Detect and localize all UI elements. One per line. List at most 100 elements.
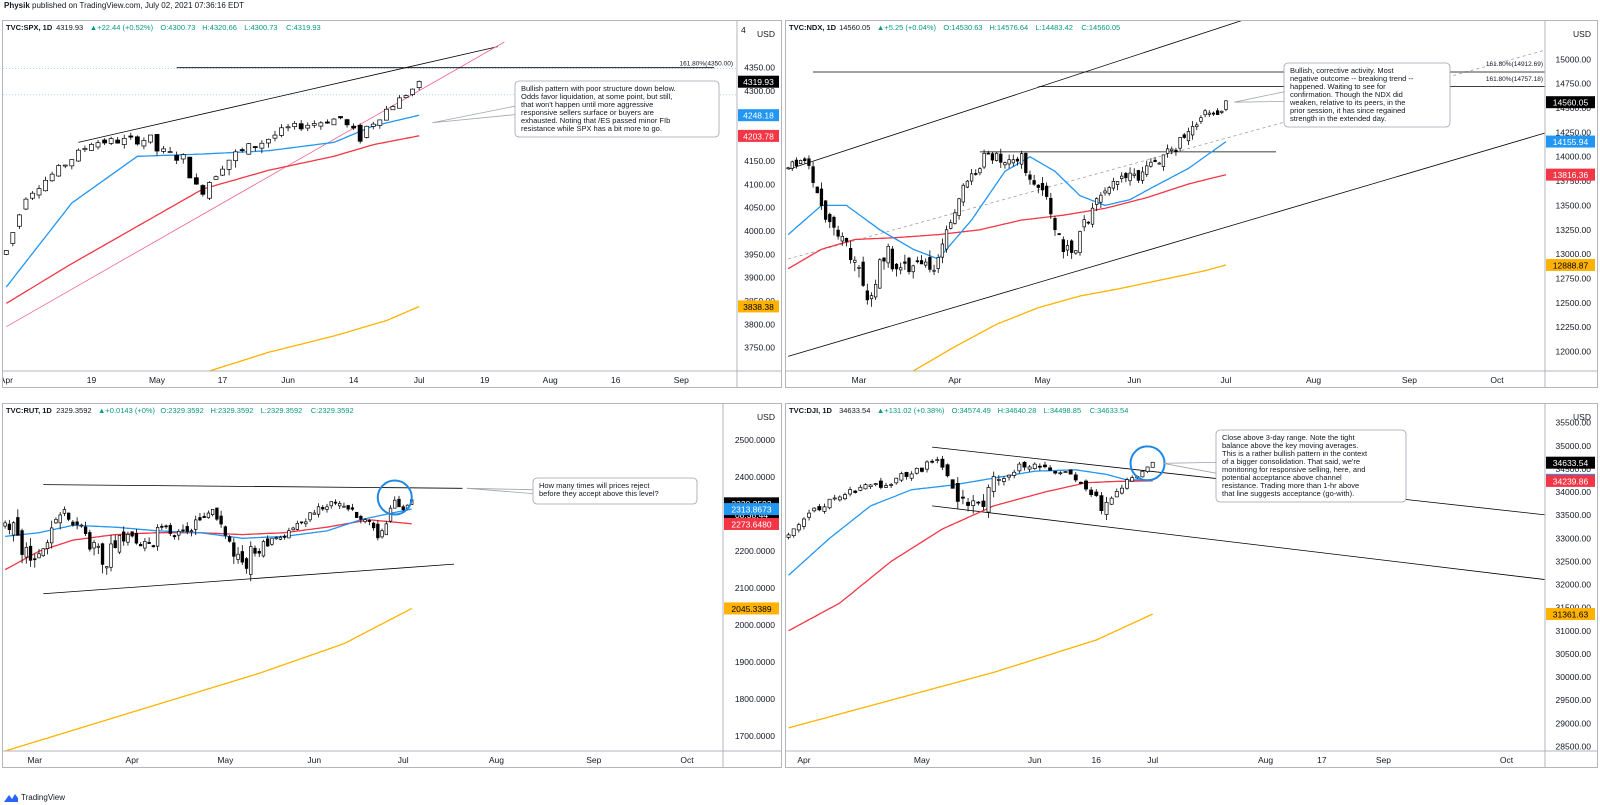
- header-field: TVC:NDX, 1D: [789, 23, 837, 32]
- spx-chart-pane[interactable]: 4350.004300.004250.004200.004150.004100.…: [2, 20, 782, 388]
- plot-area: [786, 21, 1545, 371]
- candle-body: [1084, 480, 1088, 490]
- candle-body: [138, 543, 143, 547]
- price-tag: 3838.38: [738, 300, 779, 313]
- price-axis-label: 31000.00: [1556, 626, 1592, 636]
- price-axis-label: 12000.00: [1556, 347, 1592, 357]
- candle-body: [911, 265, 915, 273]
- candle: [899, 262, 903, 275]
- candle: [397, 95, 402, 109]
- candle-body: [1132, 173, 1136, 176]
- candle-body: [397, 97, 402, 109]
- candle-body: [932, 269, 936, 272]
- candle: [823, 200, 828, 223]
- price-tag: 14560.05: [1546, 96, 1595, 109]
- candle-body: [342, 505, 346, 508]
- candle: [403, 94, 409, 99]
- candle-body: [105, 566, 109, 569]
- candle-body: [259, 142, 265, 149]
- candle: [1094, 489, 1099, 497]
- candle: [1136, 169, 1141, 183]
- price-tag: 4248.18: [738, 109, 779, 122]
- candle: [257, 548, 261, 558]
- candle-body: [878, 480, 883, 488]
- candle-body: [803, 158, 807, 162]
- time-axis-label: Apr: [3, 375, 13, 385]
- candle-body: [23, 198, 29, 210]
- candle-body: [252, 146, 258, 148]
- candle-body: [969, 173, 974, 182]
- candle: [312, 509, 316, 515]
- ma-fast-line: [787, 141, 1227, 260]
- annotation-line: balance above the key moving averages.: [1222, 441, 1358, 450]
- candle-body: [43, 179, 48, 192]
- candle-body: [350, 507, 355, 510]
- candle-body: [45, 542, 50, 549]
- candle-body: [1007, 474, 1012, 478]
- candle-body: [1078, 230, 1082, 254]
- candle-body: [95, 142, 101, 148]
- candle: [822, 503, 827, 514]
- candle: [960, 489, 965, 505]
- candle-body: [367, 520, 372, 522]
- candle-body: [79, 524, 84, 527]
- price-tag-label: 13816.36: [1553, 170, 1589, 180]
- candle: [194, 515, 198, 536]
- candle-body: [957, 198, 961, 216]
- ma-slow-line: [4, 607, 413, 751]
- candle: [122, 526, 126, 546]
- candle-body: [971, 500, 976, 506]
- candle-body: [180, 154, 186, 160]
- candle: [79, 523, 84, 528]
- candle: [226, 159, 232, 176]
- candle-body: [83, 526, 88, 534]
- candle: [23, 197, 29, 210]
- header-field: L:14483.42: [1035, 23, 1073, 32]
- candle: [925, 460, 929, 473]
- time-axis-label: Sep: [1402, 375, 1417, 385]
- header-field: L:34498.85: [1044, 406, 1082, 415]
- time-axis-label: Jun: [1028, 755, 1042, 765]
- candle-body: [41, 548, 45, 557]
- candle: [62, 164, 68, 169]
- candle-body: [914, 467, 919, 474]
- candle: [807, 155, 811, 170]
- rut-chart-pane[interactable]: 2500.00002400.00002300.00002200.00002100…: [2, 403, 782, 768]
- candle: [45, 539, 50, 555]
- ndx-chart-pane[interactable]: 15000.0014750.0014500.0014250.0014000.00…: [785, 20, 1598, 388]
- candle: [986, 150, 990, 155]
- candle-body: [1130, 477, 1135, 482]
- candle-body: [82, 148, 88, 150]
- annotation-pointer: [1234, 91, 1285, 103]
- price-tag-bg: [1546, 474, 1595, 487]
- candle-body: [1053, 217, 1057, 231]
- candle-body: [338, 116, 343, 119]
- candle-body: [88, 532, 92, 550]
- price-tag-bg: [1546, 608, 1595, 621]
- candle: [416, 80, 422, 91]
- candle-body: [928, 256, 932, 270]
- candle-body: [62, 509, 67, 514]
- candle: [1003, 161, 1007, 169]
- candle: [377, 119, 383, 129]
- candle: [1104, 496, 1109, 520]
- dji-chart-pane[interactable]: 35500.00 35000.00 34500.00 34000.00 33500.00…: [785, 403, 1598, 768]
- chart-svg: 4350.004300.004250.004200.004150.004100.…: [3, 21, 781, 387]
- candle: [316, 503, 321, 518]
- candle-body: [1161, 154, 1166, 168]
- candle: [141, 137, 147, 150]
- candle-body: [858, 486, 863, 491]
- candle: [261, 539, 266, 558]
- candle-body: [62, 164, 68, 167]
- candle-body: [249, 546, 253, 575]
- candle: [92, 539, 96, 556]
- candle-body: [1003, 162, 1007, 166]
- candle: [253, 545, 257, 557]
- candle-body: [1145, 466, 1150, 472]
- candle-body: [853, 259, 857, 263]
- candle: [794, 157, 799, 169]
- candle: [790, 160, 794, 172]
- candle-body: [24, 547, 28, 558]
- candle: [1220, 110, 1224, 115]
- candle: [117, 534, 122, 555]
